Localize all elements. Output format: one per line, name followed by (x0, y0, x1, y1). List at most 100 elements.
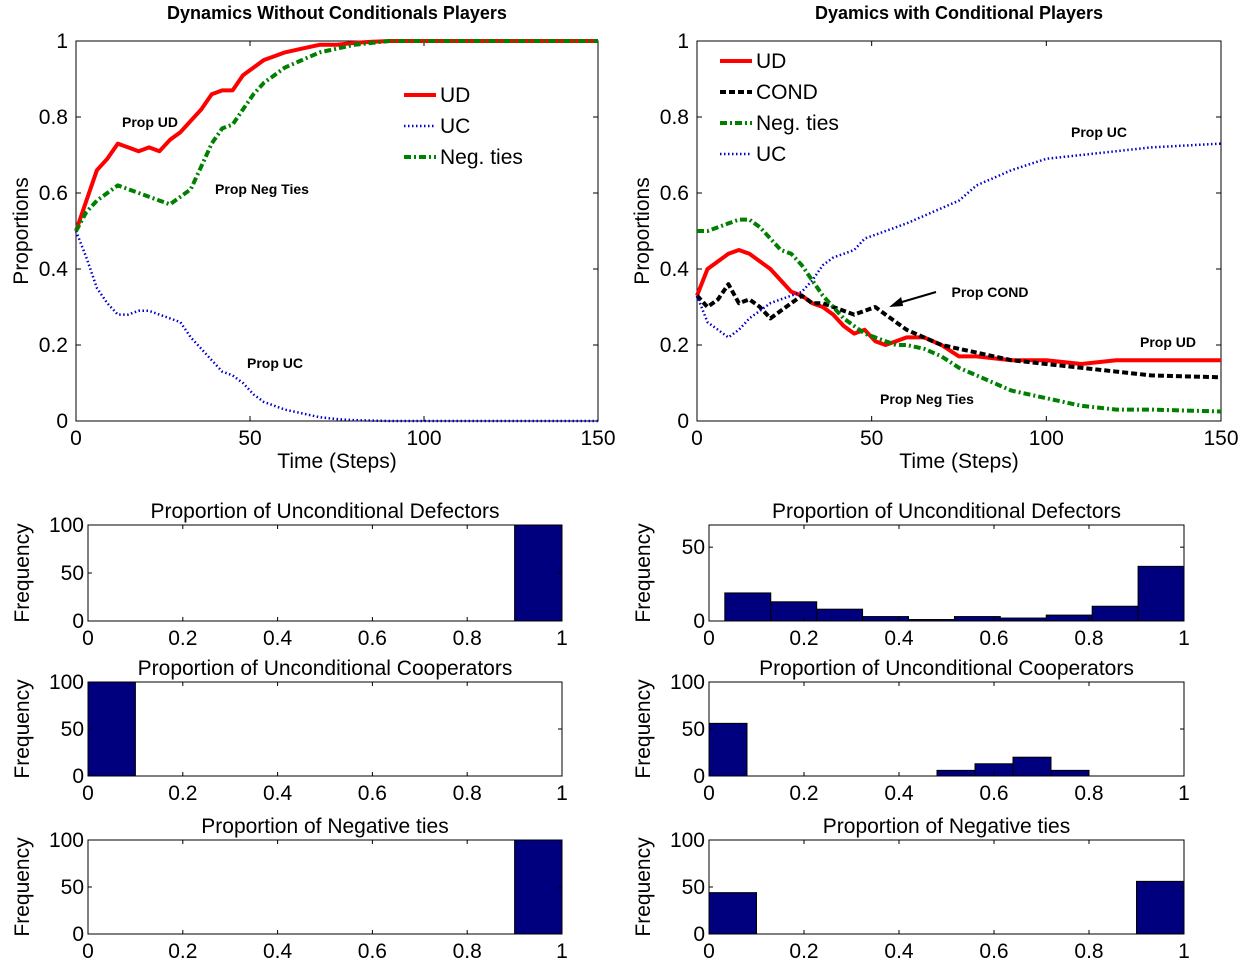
annotation-label: Prop COND (952, 284, 1029, 300)
y-tick-label: 0.4 (39, 258, 69, 281)
histogram-title: Proportion of Negative ties (201, 815, 448, 838)
y-axis-label: Frequency (632, 523, 655, 623)
x-tick-label: 0 (703, 627, 715, 650)
legend-label: UC (440, 115, 470, 138)
y-tick-label: 0.8 (39, 106, 68, 129)
plot-area (708, 839, 1185, 935)
y-tick-label: 100 (670, 671, 705, 694)
histogram-bar (953, 616, 1001, 622)
y-tick-label: 0.2 (39, 334, 68, 357)
y-tick-label: 100 (49, 671, 84, 694)
histogram-title: Proportion of Unconditional Defectors (772, 500, 1121, 523)
x-tick-label: 1 (556, 940, 568, 963)
y-axis-label: Proportions (10, 177, 33, 284)
legend: UD UC Neg. ties (404, 84, 523, 169)
x-tick-label: 1 (1178, 782, 1190, 805)
histogram-bar (1050, 769, 1090, 777)
y-axis-label: Frequency (632, 679, 655, 779)
x-tick-label: 50 (238, 427, 261, 450)
y-tick-label: 50 (682, 536, 705, 559)
y-tick-label: 0 (72, 923, 84, 946)
x-tick-label: 0.6 (979, 940, 1008, 963)
chart-title: Dyamics with Conditional Players (815, 3, 1103, 23)
histogram-bar (908, 619, 955, 622)
y-tick-label: 50 (61, 562, 84, 585)
histogram-bar (1045, 614, 1093, 622)
plot-area (708, 681, 1185, 777)
x-axis-label: Time (Steps) (277, 450, 396, 473)
x-tick-label: 100 (406, 427, 441, 450)
legend-label: UD (440, 84, 470, 107)
histogram-bar (816, 608, 864, 622)
plot-area (75, 40, 599, 422)
x-tick-label: 0.8 (453, 627, 482, 650)
y-tick-label: 0.6 (39, 182, 68, 205)
y-tick-label: 1 (677, 30, 689, 53)
annotation-label: Prop Neg Ties (880, 391, 974, 407)
chart-title: Dynamics Without Conditionals Players (167, 3, 507, 23)
histogram-bar (936, 769, 976, 777)
x-tick-label: 0.2 (789, 782, 818, 805)
x-tick-label: 0.2 (168, 940, 197, 963)
annotation-arrow (889, 291, 937, 307)
x-tick-label: 0 (70, 427, 82, 450)
y-axis-label: Proportions (631, 177, 654, 284)
legend-label: COND (756, 81, 818, 104)
histogram-bar (1137, 565, 1185, 622)
y-tick-label: 0 (693, 923, 705, 946)
histogram-1: 0 0.2 0.4 0.6 0.8 1 0 50 100 Proportion of Uncond… (11, 500, 568, 650)
x-tick-label: 0 (691, 427, 703, 450)
x-tick-label: 1 (556, 782, 568, 805)
series-line-cond (695, 282, 1222, 380)
y-tick-label: 0 (56, 410, 68, 433)
x-tick-label: 0.4 (263, 782, 293, 805)
x-tick-label: 0.8 (453, 940, 482, 963)
annotation-label: Prop UD (122, 114, 178, 130)
annotation-label: Prop UD (1140, 334, 1196, 350)
legend-label: Neg. ties (440, 146, 523, 169)
annotation-label: Prop Neg Ties (215, 181, 309, 197)
legend-label: Neg. ties (756, 112, 839, 135)
series-line-uc (74, 230, 598, 423)
legend: UD COND Neg. ties UC (720, 50, 839, 166)
histogram-title: Proportion of Negative ties (823, 815, 1070, 838)
x-tick-label: 0.4 (884, 782, 914, 805)
series-line-neg-ties (697, 217, 1222, 414)
plot-area (87, 681, 563, 777)
histogram-title: Proportion of Unconditional Defectors (150, 500, 499, 523)
histogram-bar (87, 681, 136, 777)
x-tick-label: 0.4 (884, 940, 914, 963)
x-tick-label: 0.2 (789, 627, 818, 650)
y-tick-label: 0 (72, 610, 84, 633)
x-tick-label: 150 (1203, 427, 1238, 450)
y-tick-label: 100 (49, 514, 84, 537)
arrow-head (889, 297, 904, 307)
x-tick-label: 1 (556, 627, 568, 650)
x-tick-label: 0.6 (358, 940, 387, 963)
histogram-6: 0 0.2 0.4 0.6 0.8 1 0 50 100 Proportion of Negati… (632, 815, 1190, 963)
line-chart-2: 0 50 100 150 0 0.2 0.4 0.6 0.8 1 Dyamics with Cond… (631, 3, 1239, 473)
x-tick-label: 0.6 (358, 782, 387, 805)
x-tick-label: 0 (82, 940, 94, 963)
x-tick-label: 0 (703, 940, 715, 963)
x-tick-label: 0.8 (453, 782, 482, 805)
x-tick-label: 1 (1178, 627, 1190, 650)
y-tick-label: 0.2 (660, 334, 689, 357)
plot-area (87, 524, 563, 622)
x-tick-label: 0.4 (263, 627, 293, 650)
annotation-label: Prop UC (247, 355, 303, 371)
y-tick-label: 100 (670, 829, 705, 852)
histogram-bar (708, 892, 757, 935)
y-tick-label: 0.4 (660, 258, 690, 281)
x-tick-label: 0.2 (168, 627, 197, 650)
x-tick-label: 0.8 (1074, 940, 1103, 963)
x-tick-label: 0.6 (358, 627, 387, 650)
y-tick-label: 50 (682, 718, 705, 741)
x-tick-label: 150 (580, 427, 615, 450)
histogram-bar (1091, 605, 1139, 622)
histogram-bar (999, 617, 1047, 622)
histogram-title: Proportion of Unconditional Cooperators (759, 657, 1134, 680)
x-tick-label: 0.8 (1074, 627, 1103, 650)
x-tick-label: 0.6 (979, 782, 1008, 805)
